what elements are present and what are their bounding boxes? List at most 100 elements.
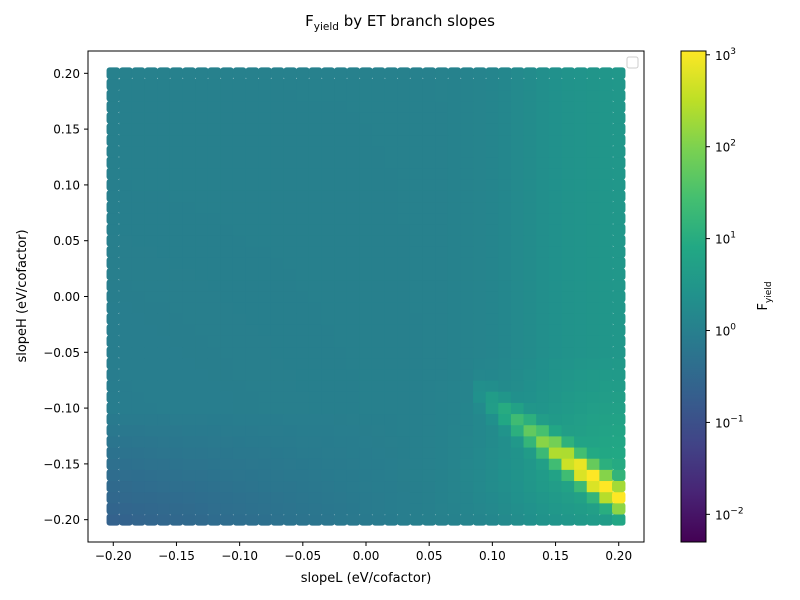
heatmap-cell [523, 257, 537, 269]
heatmap-cell [422, 190, 436, 203]
heatmap-cell [169, 424, 184, 437]
heatmap-cell [586, 502, 601, 515]
heatmap-cell [460, 446, 474, 459]
heatmap-cell [245, 67, 259, 80]
heatmap-cell [473, 480, 487, 493]
heatmap-cell [131, 178, 146, 191]
heatmap-cell [460, 123, 474, 136]
heatmap-cell [574, 446, 588, 459]
heatmap-cell [536, 469, 550, 482]
heatmap-cell [435, 346, 449, 359]
heatmap-cell [258, 290, 272, 303]
heatmap-cell [144, 435, 158, 448]
heatmap-cell [498, 223, 512, 236]
heatmap-cell [599, 424, 613, 437]
heatmap-cell [207, 111, 222, 124]
heatmap-cell [195, 89, 209, 102]
heatmap-cell [106, 290, 120, 303]
heatmap-cell [397, 223, 411, 236]
heatmap-cell [220, 435, 234, 448]
heatmap-cell [321, 301, 335, 314]
heatmap-cell [207, 346, 222, 359]
heatmap-cell [283, 123, 297, 136]
heatmap-cell [157, 424, 171, 437]
heatmap-cell [574, 335, 588, 348]
heatmap-cell [409, 190, 424, 203]
heatmap-cell [321, 145, 335, 158]
heatmap-cell [258, 190, 272, 203]
heatmap-cell [106, 379, 120, 392]
heatmap-cell [195, 134, 209, 147]
heatmap-cell [321, 491, 335, 504]
heatmap-cell [195, 78, 209, 91]
heatmap-cell [435, 402, 449, 415]
heatmap-cell [460, 234, 474, 247]
heatmap-cell [119, 245, 133, 258]
heatmap-cell [131, 491, 146, 504]
heatmap-cell [245, 190, 259, 203]
heatmap-cell [384, 134, 398, 147]
heatmap-cell [207, 145, 222, 158]
y-tick-label: 0.05 [53, 234, 80, 248]
heatmap-cell [296, 446, 310, 459]
heatmap-cell [548, 111, 563, 124]
heatmap-cell [586, 346, 601, 359]
heatmap-cell [498, 502, 512, 515]
heatmap-cell [510, 480, 525, 493]
heatmap-cell [157, 379, 171, 392]
heatmap-cell [296, 268, 310, 281]
heatmap-cell [144, 390, 158, 403]
heatmap-cell [232, 491, 247, 504]
heatmap-cell [599, 469, 613, 482]
heatmap-cell [574, 424, 588, 437]
heatmap-cell [460, 413, 474, 426]
heatmap-cell [473, 111, 487, 124]
heatmap-cell [232, 379, 247, 392]
heatmap-cell [460, 223, 474, 236]
heatmap-cell [460, 89, 474, 102]
heatmap-cell [169, 190, 184, 203]
heatmap-cell [144, 446, 158, 459]
heatmap-cell [435, 234, 449, 247]
heatmap-cell [435, 413, 449, 426]
heatmap-cell [119, 480, 133, 493]
heatmap-cell [384, 78, 398, 91]
heatmap-cell [384, 413, 398, 426]
heatmap-cell [485, 502, 500, 515]
heatmap-cell [409, 357, 424, 370]
heatmap-cell [523, 424, 537, 437]
heatmap-cell [119, 89, 133, 102]
heatmap-cell [447, 312, 462, 325]
heatmap-cell [435, 324, 449, 336]
heatmap-cell [485, 346, 500, 359]
heatmap-cell [485, 245, 500, 258]
heatmap-cell [131, 413, 146, 426]
x-tick-label: 0.00 [353, 549, 380, 563]
heatmap-cell [612, 167, 626, 180]
heatmap-cell [270, 469, 285, 482]
heatmap-cell [536, 379, 550, 392]
heatmap-cell [510, 245, 525, 258]
heatmap-cell [612, 212, 626, 225]
heatmap-cell [574, 78, 588, 91]
heatmap-cell [422, 379, 436, 392]
title-base: F [305, 12, 314, 30]
heatmap-cell [510, 78, 525, 91]
heatmap-cell [409, 480, 424, 493]
heatmap-cell [334, 368, 348, 381]
heatmap-cell [283, 156, 297, 169]
heatmap-cell [270, 111, 285, 124]
heatmap-cell [548, 100, 563, 113]
heatmap-cell [548, 134, 563, 147]
heatmap-cell [548, 513, 563, 526]
heatmap-cell [561, 413, 575, 426]
heatmap-cell [144, 257, 158, 269]
heatmap-cell [232, 357, 247, 370]
heatmap-cell [106, 480, 120, 493]
heatmap-cell [548, 78, 563, 91]
heatmap-cell [283, 346, 297, 359]
heatmap-cell [283, 100, 297, 113]
heatmap-cell [195, 312, 209, 325]
heatmap-cell [207, 245, 222, 258]
heatmap-cell [498, 290, 512, 303]
